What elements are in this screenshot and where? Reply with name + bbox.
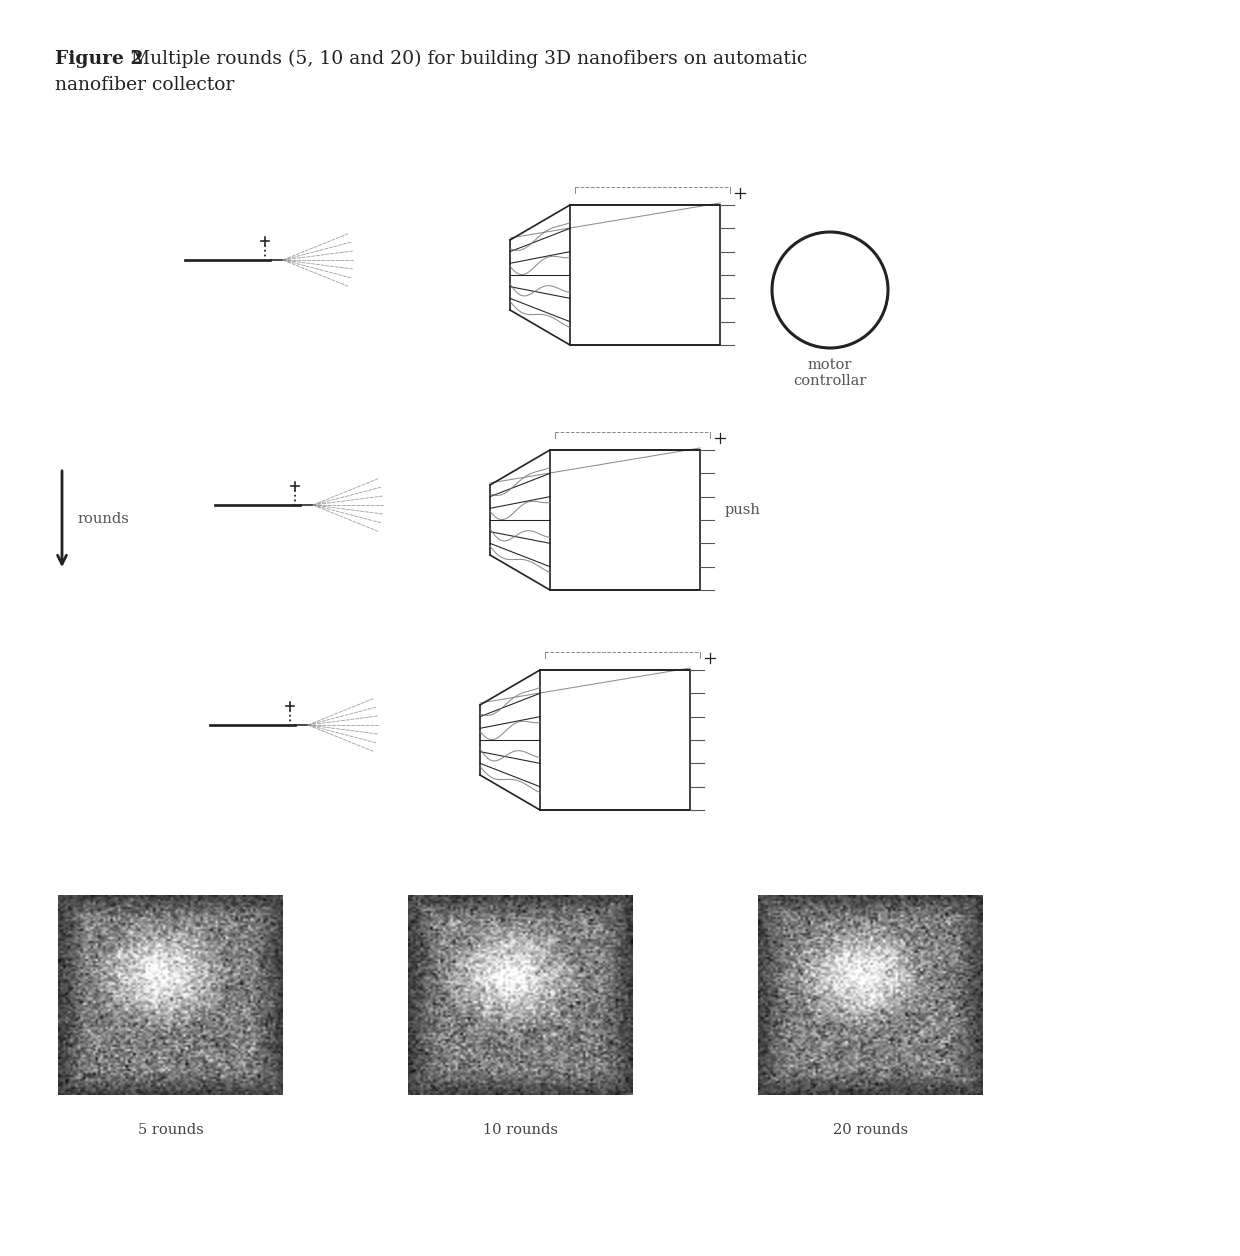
Text: Figure 2: Figure 2	[55, 50, 144, 68]
Text: motor
controllar: motor controllar	[794, 358, 867, 388]
Text: 10 rounds: 10 rounds	[484, 1123, 558, 1137]
Text: nanofiber collector: nanofiber collector	[55, 77, 234, 94]
Text: push: push	[725, 502, 761, 517]
Text: Multiple rounds (5, 10 and 20) for building 3D nanofibers on automatic: Multiple rounds (5, 10 and 20) for build…	[125, 50, 807, 68]
Text: 20 rounds: 20 rounds	[833, 1123, 908, 1137]
Text: 5 rounds: 5 rounds	[138, 1123, 203, 1137]
Text: rounds: rounds	[78, 512, 130, 526]
